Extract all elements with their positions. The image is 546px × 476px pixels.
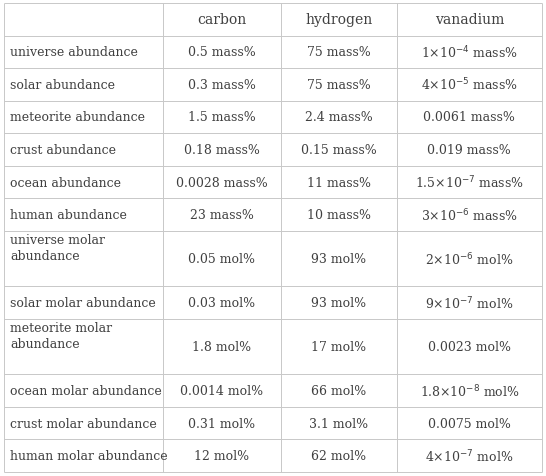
Text: ocean abundance: ocean abundance	[10, 176, 121, 189]
Text: 62 mol%: 62 mol%	[311, 449, 366, 462]
Text: 0.0061 mass%: 0.0061 mass%	[424, 111, 515, 124]
Text: 0.0075 mol%: 0.0075 mol%	[428, 417, 511, 430]
Text: ocean molar abundance: ocean molar abundance	[10, 384, 162, 397]
Text: 0.0023 mol%: 0.0023 mol%	[428, 340, 511, 353]
Text: 1.5 mass%: 1.5 mass%	[188, 111, 256, 124]
Text: 12 mol%: 12 mol%	[194, 449, 250, 462]
Text: vanadium: vanadium	[435, 13, 504, 27]
Text: 11 mass%: 11 mass%	[307, 176, 371, 189]
Text: 75 mass%: 75 mass%	[307, 79, 371, 92]
Text: 93 mol%: 93 mol%	[311, 253, 366, 266]
Text: universe abundance: universe abundance	[10, 46, 138, 59]
Text: 4×10$^{-5}$ mass%: 4×10$^{-5}$ mass%	[421, 77, 518, 93]
Text: carbon: carbon	[197, 13, 246, 27]
Text: 10 mass%: 10 mass%	[307, 209, 371, 222]
Text: solar molar abundance: solar molar abundance	[10, 297, 156, 309]
Text: 1.8 mol%: 1.8 mol%	[192, 340, 252, 353]
Text: 2×10$^{-6}$ mol%: 2×10$^{-6}$ mol%	[425, 251, 514, 268]
Text: 23 mass%: 23 mass%	[190, 209, 254, 222]
Text: crust abundance: crust abundance	[10, 144, 116, 157]
Text: 0.31 mol%: 0.31 mol%	[188, 417, 256, 430]
Text: 0.18 mass%: 0.18 mass%	[184, 144, 260, 157]
Text: 0.0028 mass%: 0.0028 mass%	[176, 176, 268, 189]
Text: 93 mol%: 93 mol%	[311, 297, 366, 309]
Text: 0.15 mass%: 0.15 mass%	[301, 144, 377, 157]
Text: 0.05 mol%: 0.05 mol%	[188, 253, 256, 266]
Text: hydrogen: hydrogen	[305, 13, 372, 27]
Text: 17 mol%: 17 mol%	[311, 340, 366, 353]
Text: human molar abundance: human molar abundance	[10, 449, 168, 462]
Text: 1.8×10$^{-8}$ mol%: 1.8×10$^{-8}$ mol%	[419, 383, 519, 399]
Text: 1×10$^{-4}$ mass%: 1×10$^{-4}$ mass%	[421, 44, 518, 61]
Text: 0.0014 mol%: 0.0014 mol%	[180, 384, 264, 397]
Text: 0.03 mol%: 0.03 mol%	[188, 297, 256, 309]
Text: 3×10$^{-6}$ mass%: 3×10$^{-6}$ mass%	[421, 207, 518, 224]
Text: 9×10$^{-7}$ mol%: 9×10$^{-7}$ mol%	[425, 295, 514, 311]
Text: 3.1 mol%: 3.1 mol%	[310, 417, 369, 430]
Text: 0.5 mass%: 0.5 mass%	[188, 46, 256, 59]
Text: 4×10$^{-7}$ mol%: 4×10$^{-7}$ mol%	[425, 447, 514, 464]
Text: solar abundance: solar abundance	[10, 79, 115, 92]
Text: crust molar abundance: crust molar abundance	[10, 417, 157, 430]
Text: 0.3 mass%: 0.3 mass%	[188, 79, 256, 92]
Text: 75 mass%: 75 mass%	[307, 46, 371, 59]
Text: 0.019 mass%: 0.019 mass%	[428, 144, 511, 157]
Text: 2.4 mass%: 2.4 mass%	[305, 111, 373, 124]
Text: 1.5×10$^{-7}$ mass%: 1.5×10$^{-7}$ mass%	[415, 175, 524, 191]
Text: human abundance: human abundance	[10, 209, 127, 222]
Text: meteorite abundance: meteorite abundance	[10, 111, 145, 124]
Text: 66 mol%: 66 mol%	[311, 384, 366, 397]
Text: meteorite molar
abundance: meteorite molar abundance	[10, 321, 112, 350]
Text: universe molar
abundance: universe molar abundance	[10, 234, 105, 263]
